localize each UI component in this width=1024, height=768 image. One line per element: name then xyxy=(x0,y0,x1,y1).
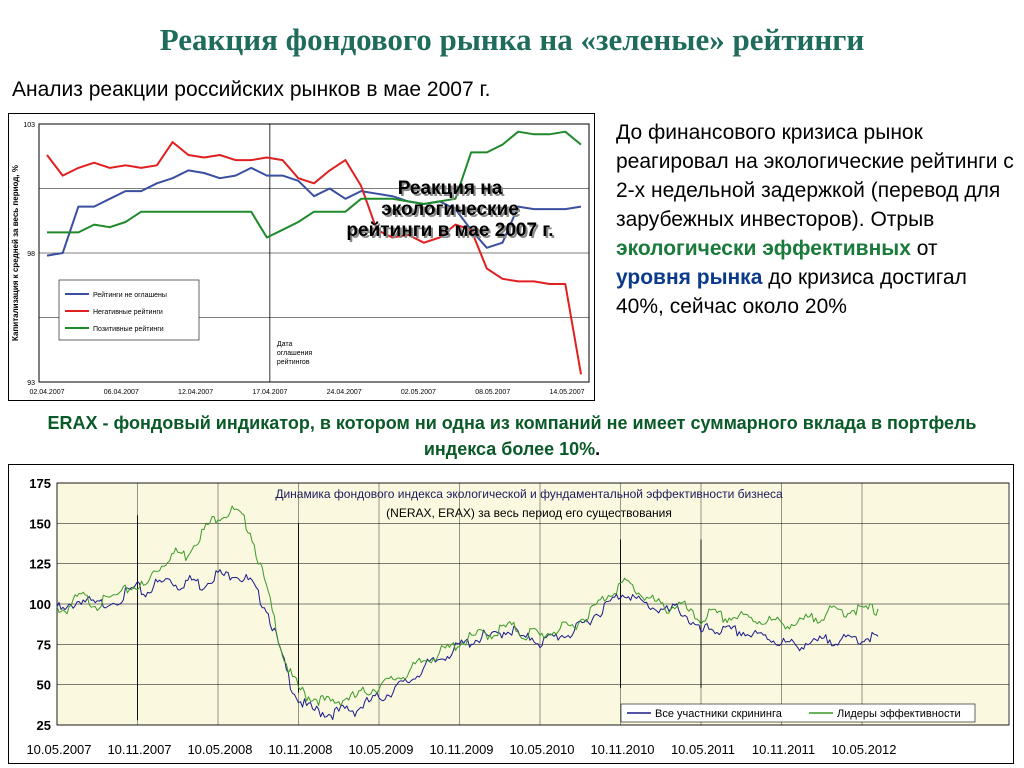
x-tick-label: 10.05.2008 xyxy=(187,742,252,757)
x-tick-label: 10.11.2008 xyxy=(268,742,332,757)
x-tick-label: 24.04.2007 xyxy=(327,389,362,396)
erax-note: ERAX - фондовый индикатор, в котором ни … xyxy=(20,410,1004,462)
y-tick-label: 103 xyxy=(23,122,35,129)
x-tick-label: 12.04.2007 xyxy=(178,389,213,396)
y-tick-label: 25 xyxy=(37,718,51,733)
reaction-chart-svg: 93 98 103 Капитализация к средней за весь п… xyxy=(11,122,590,396)
rating-date-label: Дата xyxy=(277,341,293,348)
slide-title: Реакция фондового рынка на «зеленые» рей… xyxy=(159,22,865,57)
erax-note-main: ERAX - фондовый индикатор, в котором ни … xyxy=(47,413,977,459)
reaction-overlay-text: Реакция на экологические рейтинги в мае … xyxy=(315,178,585,241)
y-tick-label: 75 xyxy=(37,637,51,652)
legend-label: Рейтинги не оглашены xyxy=(93,291,167,299)
legend-label: Лидеры эффективности xyxy=(837,708,961,720)
series-line-2 xyxy=(56,505,879,707)
x-tick-label: 02.04.2007 xyxy=(29,389,64,396)
y-tick-label: 50 xyxy=(37,678,51,693)
reaction-chart: 93 98 103 Капитализация к средней за весь п… xyxy=(8,113,595,401)
x-tick-label: 10.11.2009 xyxy=(429,742,493,757)
x-tick-label: 10.05.2009 xyxy=(348,742,413,757)
y-axis-label: Капитализация к средней за весь период, … xyxy=(11,165,20,341)
index-chart: 25 50 75 100 125 150 175 10.05.2007 10.11.2007 10… xyxy=(8,464,1014,764)
legend-box xyxy=(620,703,976,723)
chart2-title: Динамика фондового индекса экологической… xyxy=(275,487,783,501)
series-line-2 xyxy=(46,141,582,375)
x-tick-label: 10.11.2011 xyxy=(752,742,815,757)
series-line-3 xyxy=(47,130,582,239)
overlay-line: Реакция на xyxy=(397,178,503,199)
y-tick-label: 98 xyxy=(27,251,35,258)
chart2-legend: Все участники скрининга Лидеры эффективно… xyxy=(620,703,976,723)
x-tick-label: 10.05.2011 xyxy=(671,742,735,757)
side-text-highlight-green: экологически эффективных xyxy=(616,237,911,260)
x-tick-label: 10.05.2012 xyxy=(831,742,896,757)
rating-date-label: оглашения xyxy=(277,350,313,357)
x-tick-label: 17.04.2007 xyxy=(252,389,287,396)
x-tick-label: 02.05.2007 xyxy=(401,389,436,396)
chart2-subtitle: (NERAX, ERAX) за весь период его существ… xyxy=(386,506,672,520)
side-text-highlight-blue: уровня рынка xyxy=(616,266,763,289)
legend-label: Позитивные рейтинги xyxy=(93,325,164,333)
side-text-part2: от xyxy=(910,237,938,260)
series-line-1 xyxy=(46,166,582,257)
y-tick-label: 93 xyxy=(27,380,35,387)
index-chart-svg: 25 50 75 100 125 150 175 10.05.2007 10.11.2007 10… xyxy=(26,476,1010,757)
side-text: До финансового кризиса рынок реагировал … xyxy=(616,118,1016,321)
legend-label: Все участники скрининга xyxy=(655,708,783,720)
side-text-part1: До финансового кризиса рынок реагировал … xyxy=(616,121,1014,231)
x-tick-label: 10.05.2007 xyxy=(26,742,91,757)
slide-subtitle: Анализ реакции российских рынков в мае 2… xyxy=(12,78,491,101)
x-tick-label: 10.11.2010 xyxy=(590,742,654,757)
rating-date-label: рейтингов xyxy=(277,358,310,366)
x-tick-label: 06.04.2007 xyxy=(104,389,139,396)
series-line-1 xyxy=(56,569,879,721)
x-tick-label: 14.05.2007 xyxy=(549,389,584,396)
y-tick-label: 125 xyxy=(29,557,51,572)
side-text-part3: до кризиса достигал 40%, сейчас около 20… xyxy=(616,266,967,318)
legend-label: Негативные рейтинги xyxy=(93,308,163,316)
y-tick-label: 150 xyxy=(29,516,51,531)
x-tick-label: 08.05.2007 xyxy=(475,389,510,396)
y-tick-label: 175 xyxy=(29,476,51,491)
overlay-line: экологические xyxy=(381,199,519,220)
x-tick-label: 10.05.2010 xyxy=(509,742,574,757)
overlay-line: рейтинги в мае 2007 г. xyxy=(346,220,554,241)
chart1-legend: Рейтинги не оглашены Негативные рейтинги П… xyxy=(58,279,200,341)
x-tick-label: 10.11.2007 xyxy=(107,742,171,757)
erax-note-tail: . xyxy=(595,439,601,459)
y-tick-label: 100 xyxy=(29,597,51,612)
